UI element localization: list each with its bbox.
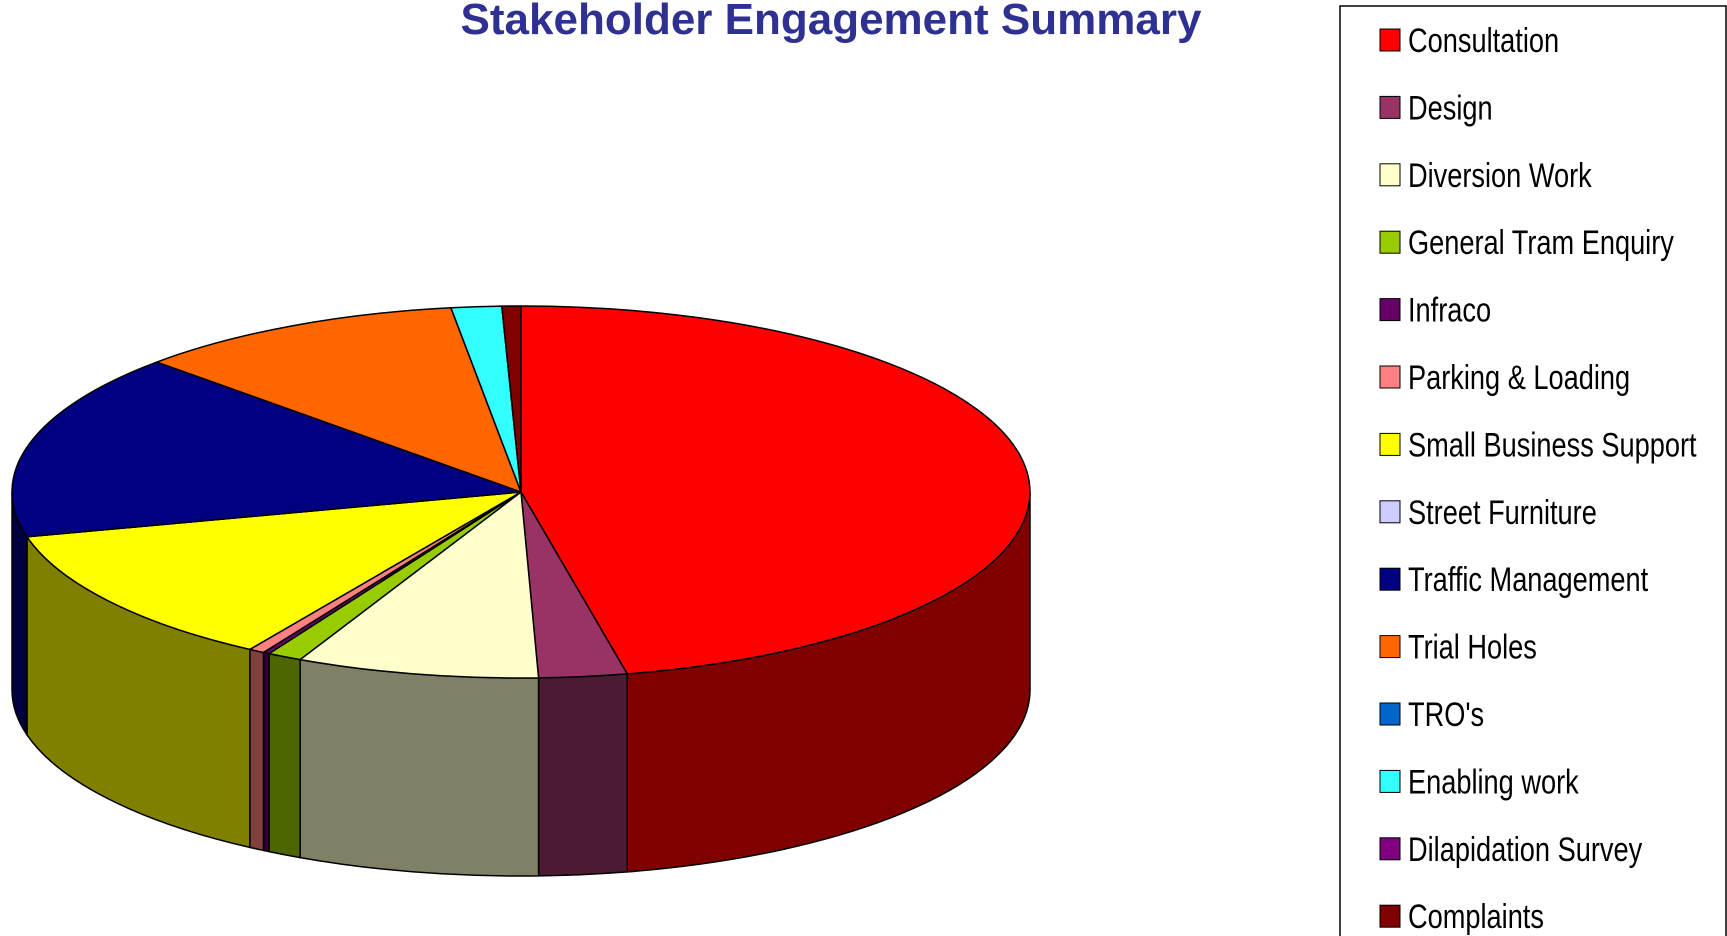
legend-label: Design [1408, 88, 1493, 127]
legend-label: General Tram Enquiry [1408, 223, 1674, 262]
slice-side [249, 648, 265, 852]
legend-swatch [1379, 163, 1401, 187]
slice-side [299, 658, 540, 877]
legend-label: Trial Holes [1408, 628, 1537, 667]
slice [299, 491, 540, 679]
slice-side [262, 651, 270, 853]
legend: Consultation Design Diversion Work General … [1379, 21, 1697, 936]
legend-swatch [1379, 95, 1401, 119]
legend-swatch [1379, 635, 1401, 659]
legend-box [1339, 5, 1727, 936]
legend-label: Infraco [1408, 291, 1491, 330]
legend-label: TRO's [1408, 695, 1484, 734]
pie-tops [11, 305, 1031, 679]
legend-swatch [1379, 769, 1401, 793]
legend-swatch [1379, 432, 1401, 456]
legend-swatch [1379, 904, 1401, 928]
legend-label: Consultation [1408, 21, 1559, 60]
legend-swatch [1379, 298, 1401, 322]
legend-swatch [1379, 702, 1401, 726]
slice [156, 307, 522, 493]
legend-label: Street Furniture [1408, 493, 1597, 532]
legend-label: Diversion Work [1408, 156, 1592, 195]
pie-sides [11, 491, 1031, 877]
legend-label: Dilapidation Survey [1408, 830, 1643, 869]
slice [520, 305, 1031, 675]
legend-swatch [1379, 230, 1401, 254]
legend-swatch [1379, 500, 1401, 524]
chart-title: Stakeholder Engagement Summary [461, 0, 1202, 44]
legend-swatch [1379, 567, 1401, 591]
legend-label: Traffic Management [1408, 560, 1649, 599]
legend-label: Small Business Support [1408, 425, 1697, 464]
legend-label: Parking & Loading [1408, 358, 1630, 397]
legend-label: Complaints [1408, 897, 1544, 936]
legend-swatch [1379, 837, 1401, 861]
slice [11, 361, 522, 538]
legend-swatch [1379, 365, 1401, 389]
legend-label: Enabling work [1408, 762, 1579, 801]
legend-swatch [1379, 28, 1401, 52]
slice-side [537, 673, 628, 877]
slice [26, 491, 522, 651]
slice-side [268, 652, 301, 859]
slice [501, 305, 522, 493]
